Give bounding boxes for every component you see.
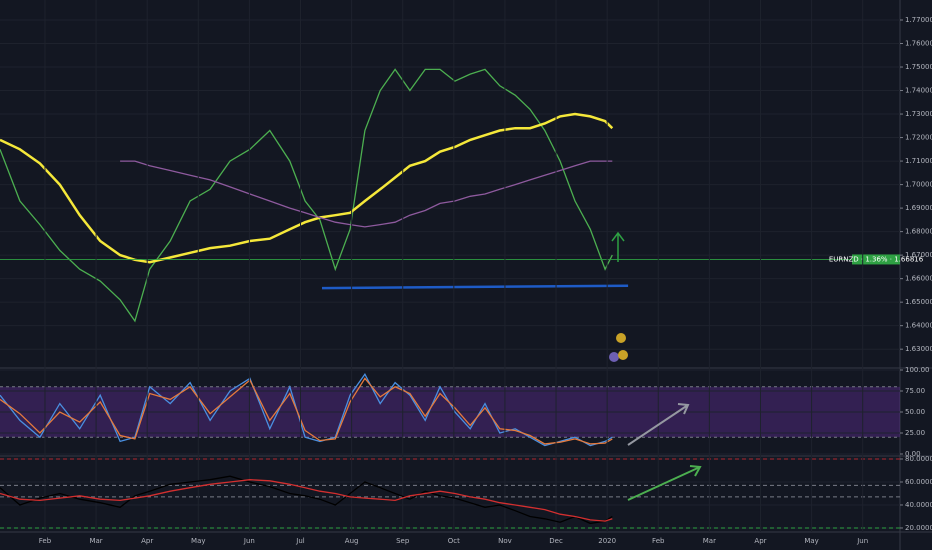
y-tick-label: 20.000000 bbox=[905, 524, 932, 532]
x-tick-label: Feb bbox=[652, 537, 665, 545]
y-tick-label: 25.00 bbox=[905, 429, 925, 437]
y-tick-label: 0.00 bbox=[905, 450, 921, 458]
x-tick-label: Jun bbox=[856, 537, 868, 545]
series-line bbox=[0, 372, 613, 447]
x-tick-label: Apr bbox=[754, 537, 766, 545]
series-line bbox=[0, 112, 614, 264]
y-tick-label: 1.63000 bbox=[905, 345, 932, 353]
series-line bbox=[0, 479, 613, 522]
y-tick-label: 1.69000 bbox=[905, 204, 932, 212]
y-tick-label: 1.70000 bbox=[905, 181, 932, 189]
series-line bbox=[321, 284, 629, 290]
event-icon bbox=[616, 333, 626, 343]
x-tick-label: Mar bbox=[89, 537, 102, 545]
y-tick-label: 100.00 bbox=[905, 366, 930, 374]
y-tick-label: 1.64000 bbox=[905, 322, 932, 330]
x-tick-label: Nov bbox=[498, 537, 512, 545]
y-tick-label: 1.73000 bbox=[905, 110, 932, 118]
x-tick-label: May bbox=[804, 537, 818, 545]
y-tick-label: 1.76000 bbox=[905, 40, 932, 48]
y-tick-label: 60.000000 bbox=[905, 478, 932, 486]
x-tick-label: Oct bbox=[448, 537, 460, 545]
series-line bbox=[0, 68, 613, 323]
x-tick-label: Dec bbox=[549, 537, 563, 545]
y-tick-label: 1.74000 bbox=[905, 87, 932, 95]
y-tick-label: 80.000000 bbox=[905, 455, 932, 463]
x-tick-label: May bbox=[191, 537, 205, 545]
y-tick-label: 40.000000 bbox=[905, 501, 932, 509]
x-tick-label: Sep bbox=[396, 537, 410, 545]
price-label-bg bbox=[852, 254, 900, 265]
y-tick-label: 1.72000 bbox=[905, 134, 932, 142]
arrows bbox=[609, 231, 702, 501]
event-icon bbox=[618, 350, 628, 360]
x-tick-label: Mar bbox=[703, 537, 716, 545]
y-tick-label: 1.75000 bbox=[905, 63, 932, 71]
x-tick-label: Jun bbox=[243, 537, 255, 545]
y-tick-label: 75.00 bbox=[905, 387, 925, 395]
event-icon bbox=[609, 352, 619, 362]
trend-arrow bbox=[627, 465, 702, 501]
series-line bbox=[0, 377, 613, 445]
series-line bbox=[120, 160, 613, 228]
trend-arrow bbox=[627, 403, 690, 446]
y-tick-label: 50.00 bbox=[905, 408, 925, 416]
price-label: EURNZD · 1.36% · 1.66816 bbox=[829, 255, 924, 263]
x-tick-label: Apr bbox=[141, 537, 153, 545]
y-tick-label: 1.66000 bbox=[905, 275, 932, 283]
y-tick-label: 1.68000 bbox=[905, 228, 932, 236]
x-tick-label: 2020 bbox=[598, 537, 616, 545]
x-tick-label: Jul bbox=[295, 537, 305, 545]
series-line bbox=[0, 475, 613, 525]
y-tick-label: 1.67000 bbox=[905, 251, 932, 259]
y-tick-label: 1.65000 bbox=[905, 298, 932, 306]
y-tick-label: 1.71000 bbox=[905, 157, 932, 165]
y-tick-label: 1.77000 bbox=[905, 16, 932, 24]
x-tick-label: Feb bbox=[39, 537, 52, 545]
x-tick-label: Aug bbox=[345, 537, 359, 545]
up-arrow bbox=[611, 231, 625, 262]
